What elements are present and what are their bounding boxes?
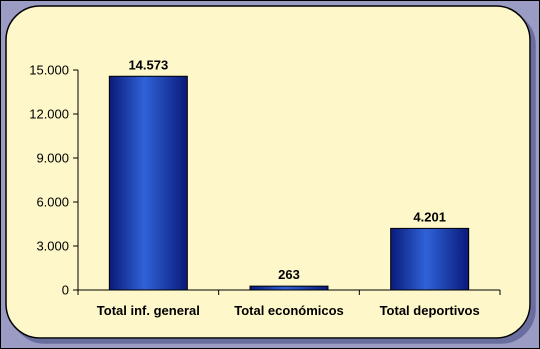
y-tick-label: 15.000 <box>29 63 69 78</box>
data-label: 263 <box>278 267 300 282</box>
y-tick-label: 0 <box>62 283 69 298</box>
bar <box>391 228 469 290</box>
category-label: Total deportivos <box>380 303 480 318</box>
y-tick-label: 3.000 <box>36 239 69 254</box>
y-tick-label: 12.000 <box>29 107 69 122</box>
bar <box>250 286 328 290</box>
category-label: Total económicos <box>234 303 344 318</box>
y-tick-label: 6.000 <box>36 195 69 210</box>
category-label: Total inf. general <box>97 303 200 318</box>
data-label: 4.201 <box>413 209 446 224</box>
data-label: 14.573 <box>128 57 168 72</box>
y-tick-label: 9.000 <box>36 151 69 166</box>
bar <box>109 76 187 290</box>
